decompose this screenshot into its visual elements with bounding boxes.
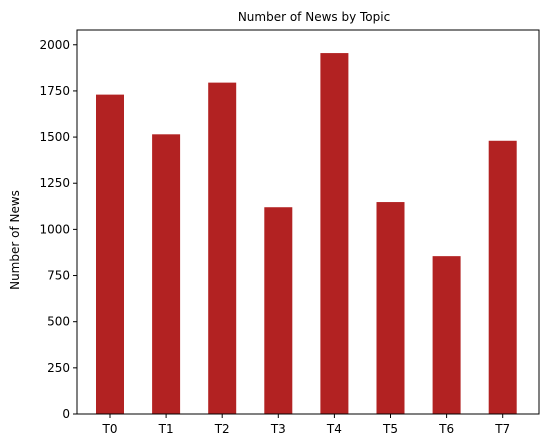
y-tick-label: 250 bbox=[47, 361, 70, 375]
y-tick-label: 1500 bbox=[39, 130, 70, 144]
chart-title: Number of News by Topic bbox=[238, 10, 390, 24]
x-ticks: T0 T1 T2 T3 T4 T5 T6 T7 bbox=[102, 414, 510, 436]
y-tick-label: 2000 bbox=[39, 38, 70, 52]
y-tick-label: 1000 bbox=[39, 222, 70, 236]
y-ticks: 0 250 500 750 1000 1250 1500 1750 2000 bbox=[39, 38, 77, 421]
x-tick-label-t5: T5 bbox=[382, 422, 398, 436]
x-tick-label-t7: T7 bbox=[494, 422, 510, 436]
bar-t5 bbox=[376, 202, 405, 414]
bar-t0 bbox=[96, 94, 124, 415]
bar-t2 bbox=[208, 82, 237, 415]
bar-t4 bbox=[320, 53, 349, 414]
axes-layer bbox=[76, 29, 540, 415]
bar-t6 bbox=[432, 256, 461, 414]
bar-t1 bbox=[152, 134, 181, 414]
x-tick-label-t0: T0 bbox=[102, 422, 118, 436]
y-tick-label: 1250 bbox=[39, 176, 70, 190]
plot-frame bbox=[76, 29, 540, 415]
x-tick-label-t3: T3 bbox=[270, 422, 286, 436]
bar-t3 bbox=[264, 207, 293, 414]
x-tick-label-t4: T4 bbox=[326, 422, 342, 436]
y-axis-label: Number of News bbox=[8, 190, 22, 290]
x-tick-label-t6: T6 bbox=[438, 422, 454, 436]
x-tick-label-t1: T1 bbox=[158, 422, 174, 436]
x-tick-label-t2: T2 bbox=[214, 422, 230, 436]
y-tick-label: 0 bbox=[62, 407, 70, 421]
y-tick-label: 500 bbox=[47, 315, 70, 329]
bars-layer bbox=[96, 53, 517, 415]
y-tick-label: 1750 bbox=[39, 84, 70, 98]
bar-t7 bbox=[488, 140, 517, 414]
y-tick-label: 750 bbox=[47, 269, 70, 283]
